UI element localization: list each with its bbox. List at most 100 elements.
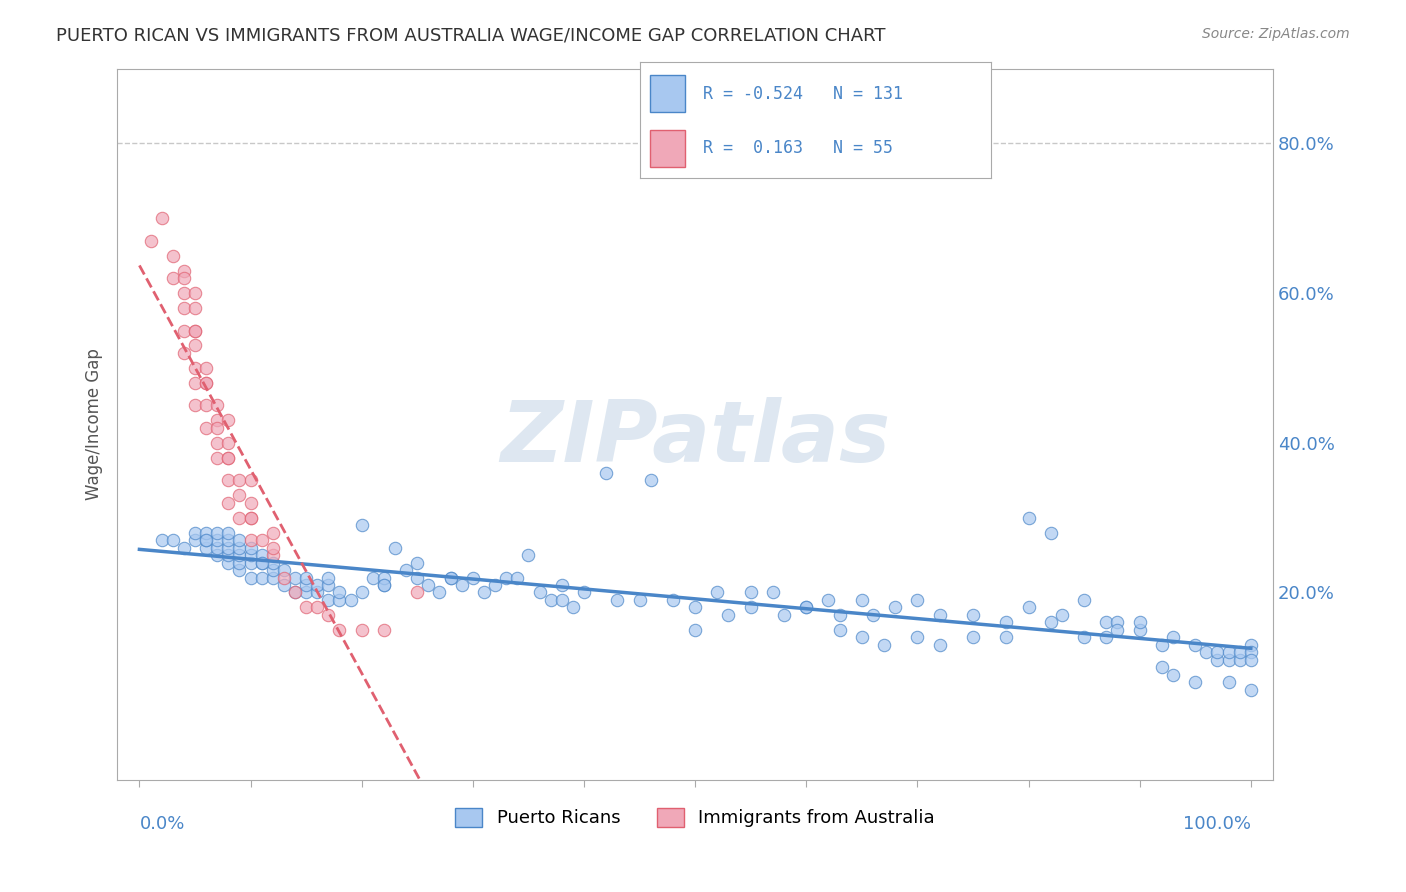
Point — [262, 563, 284, 577]
Point — [551, 578, 574, 592]
Point — [683, 600, 706, 615]
Point — [239, 473, 262, 487]
Point — [262, 570, 284, 584]
Point — [350, 623, 373, 637]
Point — [239, 548, 262, 562]
Point — [318, 578, 340, 592]
Point — [205, 421, 228, 435]
Point — [217, 533, 239, 547]
Point — [239, 510, 262, 524]
Point — [1018, 600, 1040, 615]
Point — [373, 623, 395, 637]
Point — [1107, 615, 1129, 630]
Point — [418, 578, 440, 592]
Point — [928, 607, 950, 622]
Point — [239, 556, 262, 570]
Point — [572, 585, 595, 599]
Point — [794, 600, 817, 615]
Point — [328, 623, 350, 637]
Point — [350, 518, 373, 533]
Point — [184, 533, 207, 547]
Point — [1161, 631, 1184, 645]
Point — [150, 533, 173, 547]
Point — [406, 570, 429, 584]
Point — [1073, 593, 1095, 607]
Point — [173, 301, 195, 315]
Point — [406, 585, 429, 599]
Point — [228, 510, 250, 524]
Point — [239, 510, 262, 524]
Point — [228, 488, 250, 502]
Point — [162, 249, 184, 263]
Point — [495, 570, 517, 584]
Point — [262, 548, 284, 562]
Point — [529, 585, 551, 599]
Point — [184, 301, 207, 315]
Point — [350, 585, 373, 599]
Point — [273, 563, 295, 577]
Text: PUERTO RICAN VS IMMIGRANTS FROM AUSTRALIA WAGE/INCOME GAP CORRELATION CHART: PUERTO RICAN VS IMMIGRANTS FROM AUSTRALI… — [56, 27, 886, 45]
Point — [706, 585, 728, 599]
Point — [461, 570, 484, 584]
Point — [995, 615, 1018, 630]
Point — [228, 556, 250, 570]
Point — [1184, 638, 1206, 652]
Point — [228, 533, 250, 547]
Point — [472, 585, 495, 599]
Point — [173, 541, 195, 555]
Point — [239, 541, 262, 555]
Point — [1161, 668, 1184, 682]
Point — [318, 607, 340, 622]
Point — [205, 548, 228, 562]
Point — [205, 450, 228, 465]
Point — [794, 600, 817, 615]
Point — [217, 450, 239, 465]
Point — [1206, 645, 1229, 659]
Point — [484, 578, 506, 592]
Point — [228, 541, 250, 555]
Point — [195, 376, 218, 390]
Point — [373, 570, 395, 584]
Point — [284, 585, 307, 599]
Point — [373, 578, 395, 592]
Point — [1195, 645, 1218, 659]
FancyBboxPatch shape — [650, 75, 686, 112]
Point — [307, 578, 329, 592]
Point — [905, 631, 928, 645]
Text: ZIPatlas: ZIPatlas — [501, 397, 890, 480]
Point — [962, 607, 984, 622]
Point — [851, 593, 873, 607]
Point — [217, 473, 239, 487]
Point — [228, 473, 250, 487]
Point — [184, 525, 207, 540]
Point — [406, 556, 429, 570]
Point — [217, 435, 239, 450]
Point — [450, 578, 472, 592]
Point — [239, 496, 262, 510]
Point — [828, 623, 851, 637]
Point — [318, 593, 340, 607]
Point — [228, 563, 250, 577]
Point — [250, 556, 273, 570]
Point — [205, 435, 228, 450]
Point — [318, 570, 340, 584]
Point — [195, 533, 218, 547]
Point — [628, 593, 651, 607]
Point — [762, 585, 785, 599]
Point — [284, 570, 307, 584]
Point — [1218, 645, 1240, 659]
Point — [295, 578, 318, 592]
Point — [173, 324, 195, 338]
Point — [595, 466, 617, 480]
Point — [250, 548, 273, 562]
Point — [217, 548, 239, 562]
Point — [1240, 653, 1263, 667]
Point — [295, 600, 318, 615]
Point — [561, 600, 583, 615]
Point — [307, 600, 329, 615]
Point — [640, 473, 662, 487]
Point — [217, 541, 239, 555]
Point — [517, 548, 540, 562]
Point — [1206, 653, 1229, 667]
Point — [162, 271, 184, 285]
